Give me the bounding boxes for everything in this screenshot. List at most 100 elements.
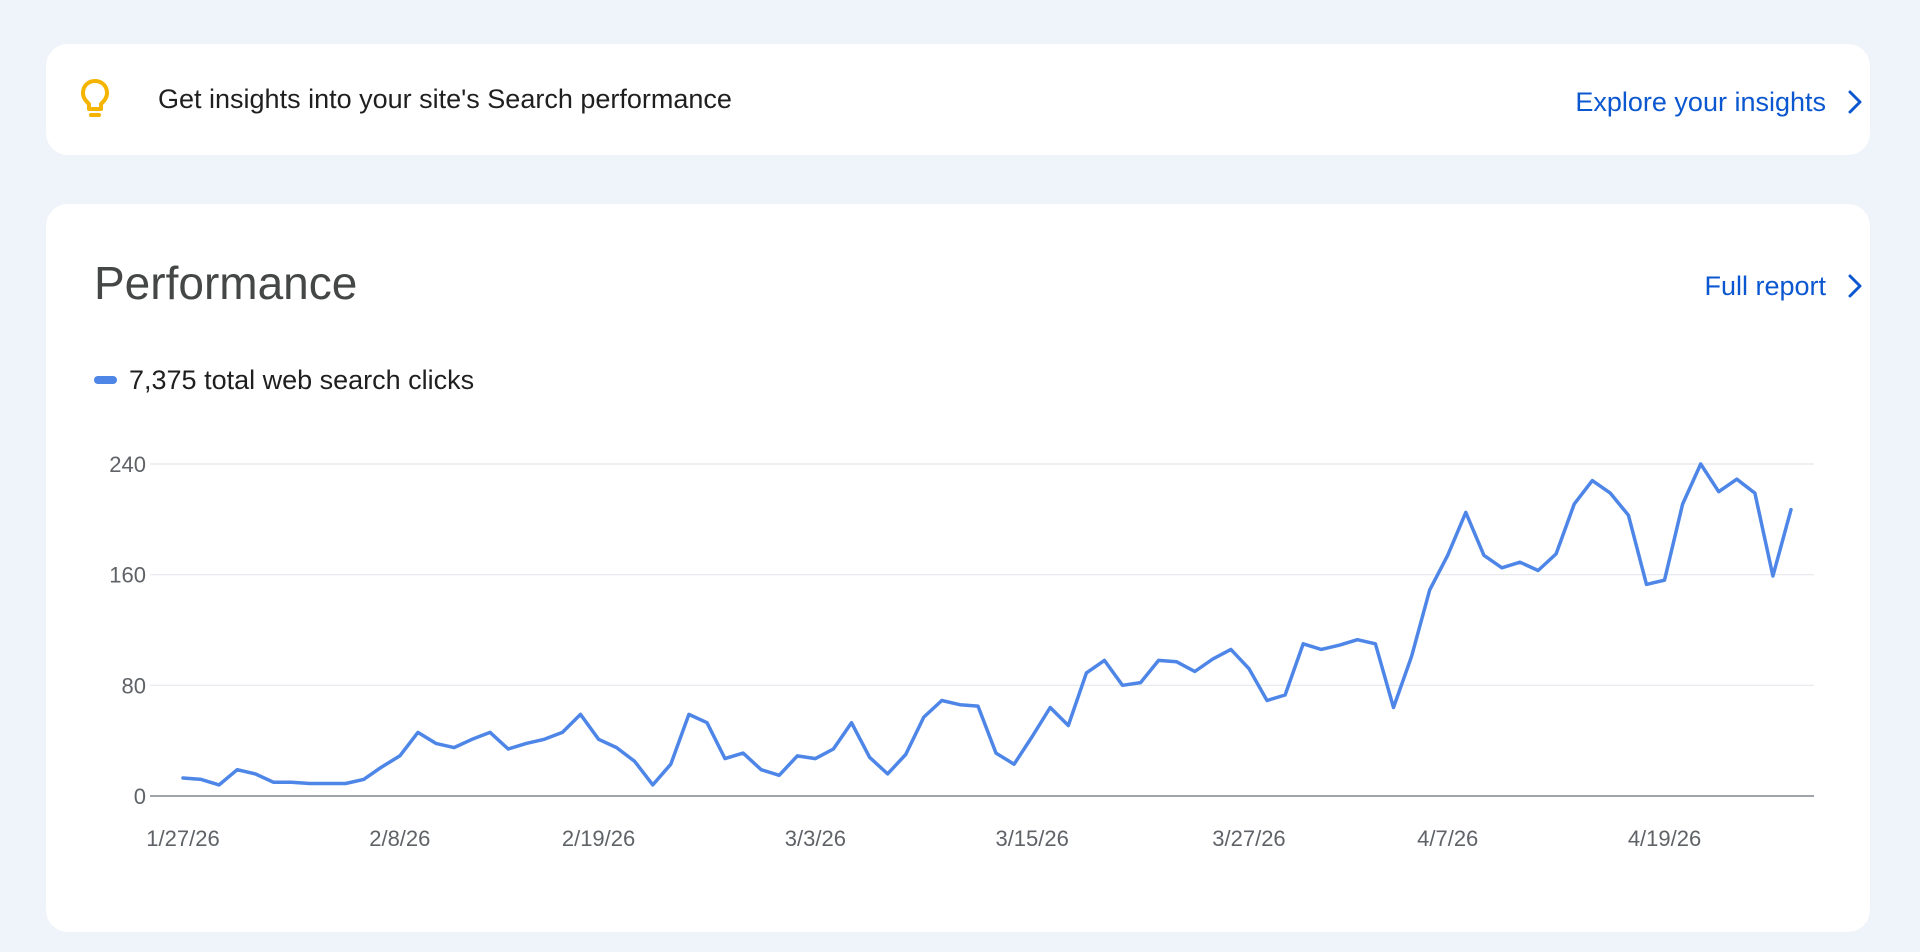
data-point[interactable] bbox=[303, 778, 315, 790]
data-point[interactable] bbox=[1677, 498, 1689, 510]
data-point[interactable] bbox=[376, 761, 388, 773]
data-point[interactable] bbox=[629, 755, 641, 767]
data-point[interactable] bbox=[1514, 556, 1526, 568]
data-point[interactable] bbox=[1785, 504, 1797, 516]
data-point[interactable] bbox=[755, 764, 767, 776]
data-point[interactable] bbox=[1496, 562, 1508, 574]
data-point[interactable] bbox=[972, 700, 984, 712]
data-point[interactable] bbox=[1080, 667, 1092, 679]
x-tick-label: 2/19/26 bbox=[562, 826, 635, 851]
data-point[interactable] bbox=[1568, 498, 1580, 510]
data-point[interactable] bbox=[990, 747, 1002, 759]
data-point[interactable] bbox=[1279, 689, 1291, 701]
data-point[interactable] bbox=[430, 737, 442, 749]
data-point[interactable] bbox=[1640, 578, 1652, 590]
data-point[interactable] bbox=[1659, 574, 1671, 586]
data-point[interactable] bbox=[1044, 701, 1056, 713]
data-point[interactable] bbox=[448, 742, 460, 754]
data-point[interactable] bbox=[538, 733, 550, 745]
data-point[interactable] bbox=[719, 753, 731, 765]
data-point[interactable] bbox=[1713, 486, 1725, 498]
data-point[interactable] bbox=[1135, 677, 1147, 689]
data-point[interactable] bbox=[936, 695, 948, 707]
explore-insights-link[interactable]: Explore your insights bbox=[1575, 84, 1862, 118]
data-point[interactable] bbox=[322, 778, 334, 790]
data-point[interactable] bbox=[1695, 458, 1707, 470]
data-point[interactable] bbox=[1586, 475, 1598, 487]
data-point[interactable] bbox=[1351, 634, 1363, 646]
data-point[interactable] bbox=[358, 773, 370, 785]
data-point[interactable] bbox=[1261, 695, 1273, 707]
data-point[interactable] bbox=[394, 750, 406, 762]
data-point[interactable] bbox=[1622, 509, 1634, 521]
data-point[interactable] bbox=[1243, 663, 1255, 675]
data-point[interactable] bbox=[1117, 679, 1129, 691]
data-point[interactable] bbox=[593, 733, 605, 745]
data-point[interactable] bbox=[1153, 654, 1165, 666]
data-point[interactable] bbox=[791, 750, 803, 762]
data-point[interactable] bbox=[647, 779, 659, 791]
data-point[interactable] bbox=[1406, 650, 1418, 662]
data-point[interactable] bbox=[665, 758, 677, 770]
data-point[interactable] bbox=[1207, 653, 1219, 665]
data-point[interactable] bbox=[1008, 758, 1020, 770]
data-point[interactable] bbox=[918, 711, 930, 723]
data-point[interactable] bbox=[285, 776, 297, 788]
data-point[interactable] bbox=[1171, 656, 1183, 668]
data-point[interactable] bbox=[1315, 643, 1327, 655]
data-point[interactable] bbox=[1532, 565, 1544, 577]
data-point[interactable] bbox=[701, 717, 713, 729]
full-report-link[interactable]: Full report bbox=[1704, 268, 1862, 302]
data-point[interactable] bbox=[864, 751, 876, 763]
y-tick-label: 160 bbox=[109, 563, 146, 588]
data-point[interactable] bbox=[882, 768, 894, 780]
data-point[interactable] bbox=[231, 764, 243, 776]
data-point[interactable] bbox=[177, 772, 189, 784]
data-point[interactable] bbox=[1062, 719, 1074, 731]
data-point[interactable] bbox=[520, 737, 532, 749]
data-point[interactable] bbox=[1026, 731, 1038, 743]
data-point[interactable] bbox=[1098, 654, 1110, 666]
data-point[interactable] bbox=[556, 726, 568, 738]
data-point[interactable] bbox=[1369, 638, 1381, 650]
chevron-right-icon bbox=[1848, 274, 1862, 298]
data-point[interactable] bbox=[1424, 584, 1436, 596]
legend-label: 7,375 total web search clicks bbox=[129, 365, 475, 395]
data-point[interactable] bbox=[249, 768, 261, 780]
data-point[interactable] bbox=[954, 699, 966, 711]
data-point[interactable] bbox=[1225, 643, 1237, 655]
data-point[interactable] bbox=[1189, 666, 1201, 678]
data-point[interactable] bbox=[484, 726, 496, 738]
data-point[interactable] bbox=[340, 778, 352, 790]
data-point[interactable] bbox=[1442, 549, 1454, 561]
data-point[interactable] bbox=[683, 708, 695, 720]
data-point[interactable] bbox=[827, 743, 839, 755]
data-point[interactable] bbox=[1478, 549, 1490, 561]
data-point[interactable] bbox=[845, 717, 857, 729]
data-point[interactable] bbox=[1388, 701, 1400, 713]
data-point[interactable] bbox=[1550, 548, 1562, 560]
data-point[interactable] bbox=[1460, 506, 1472, 518]
data-point[interactable] bbox=[900, 749, 912, 761]
explore-insights-label: Explore your insights bbox=[1575, 86, 1826, 117]
data-point[interactable] bbox=[1297, 638, 1309, 650]
full-report-label: Full report bbox=[1704, 270, 1826, 301]
data-point[interactable] bbox=[611, 742, 623, 754]
data-point[interactable] bbox=[1731, 473, 1743, 485]
data-point[interactable] bbox=[574, 708, 586, 720]
data-point[interactable] bbox=[737, 747, 749, 759]
data-point[interactable] bbox=[267, 776, 279, 788]
insights-card bbox=[46, 44, 1870, 155]
data-point[interactable] bbox=[1604, 487, 1616, 499]
data-point[interactable] bbox=[213, 779, 225, 791]
data-point[interactable] bbox=[1333, 639, 1345, 651]
data-point[interactable] bbox=[1749, 487, 1761, 499]
data-point[interactable] bbox=[466, 733, 478, 745]
data-point[interactable] bbox=[412, 726, 424, 738]
data-point[interactable] bbox=[773, 769, 785, 781]
performance-card bbox=[46, 204, 1870, 932]
data-point[interactable] bbox=[502, 743, 514, 755]
data-point[interactable] bbox=[195, 773, 207, 785]
data-point[interactable] bbox=[1767, 570, 1779, 582]
data-point[interactable] bbox=[809, 753, 821, 765]
